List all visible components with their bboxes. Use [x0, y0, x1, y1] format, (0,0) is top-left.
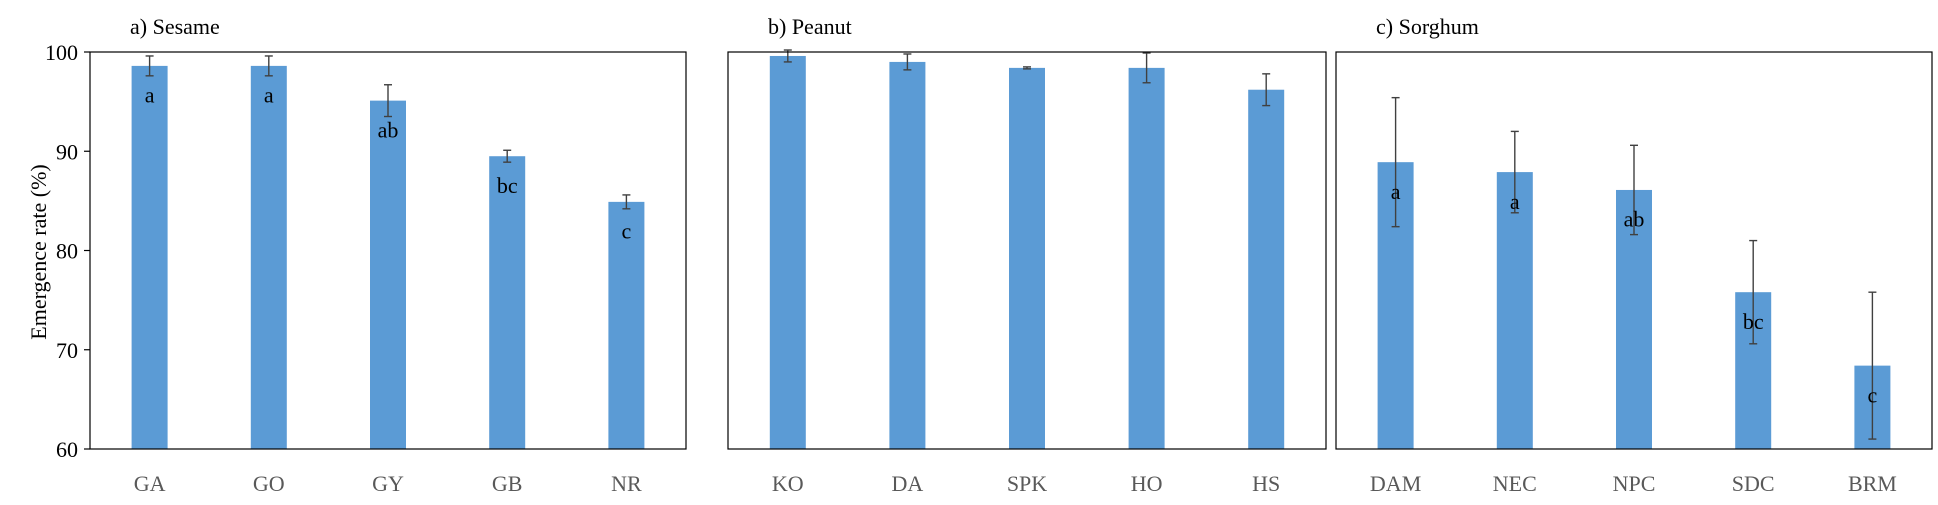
bar — [608, 201, 645, 449]
panel-title: a) Sesame — [130, 14, 220, 39]
x-tick-label: GY — [372, 471, 404, 496]
bar-label: a — [1391, 179, 1401, 204]
bar-label: a — [264, 83, 274, 108]
x-tick-label: SDC — [1732, 471, 1775, 496]
error-bar — [903, 53, 912, 71]
x-tick-label: KO — [772, 471, 804, 496]
chart-panel-2: b) Peanut KO DA SPK HO HS — [727, 14, 1327, 496]
bar — [1248, 89, 1285, 449]
x-tick-label: HO — [1131, 471, 1163, 496]
error-bar — [1630, 144, 1638, 236]
panel-title: c) Sorghum — [1376, 14, 1479, 39]
error-bar — [145, 55, 154, 77]
chart-panel-3: c) Sorghum a DAM a NEC ab NPC bc SDC c BRM — [1335, 14, 1933, 496]
chart-panel-1: a) Sesame a GA a GO ab GY bc GB c NR 60 70 80 90 100 — [45, 14, 687, 496]
y-tick-label: 100 — [45, 40, 78, 65]
x-tick-label: GB — [492, 471, 523, 496]
error-bar — [384, 84, 392, 118]
panel-title: b) Peanut — [768, 14, 852, 39]
y-tick-label: 70 — [56, 338, 78, 363]
bar-label: bc — [497, 173, 518, 198]
x-tick-label: NPC — [1613, 471, 1656, 496]
error-bar — [264, 55, 273, 77]
bar — [769, 55, 806, 449]
x-tick-label: BRM — [1848, 471, 1897, 496]
bar — [489, 156, 526, 449]
y-tick-label: 90 — [56, 139, 78, 164]
x-tick-label: NR — [611, 471, 642, 496]
x-tick-label: NEC — [1493, 471, 1537, 496]
y-axis-label: Emergence rate (%) — [26, 164, 51, 339]
bar-label: ab — [1624, 207, 1645, 232]
bar-label: a — [1510, 189, 1520, 214]
x-tick-label: DA — [892, 471, 924, 496]
x-tick-label: HS — [1252, 471, 1280, 496]
bar — [131, 65, 168, 450]
error-bar — [1510, 130, 1519, 214]
error-bar — [1749, 239, 1758, 345]
bar — [1128, 67, 1165, 449]
bar-label: c — [622, 219, 632, 244]
panel-frame — [727, 51, 1327, 450]
y-tick-label: 80 — [56, 239, 78, 264]
error-bar — [622, 194, 631, 210]
y-tick-label: 60 — [56, 437, 78, 462]
bar — [250, 65, 287, 450]
bar-label: bc — [1743, 309, 1764, 334]
error-bar — [1142, 52, 1151, 84]
bar — [370, 100, 406, 449]
bar — [1009, 67, 1045, 449]
bar-label: c — [1868, 382, 1878, 407]
bar-label: ab — [378, 117, 399, 142]
bar — [889, 61, 926, 450]
error-bar — [1262, 73, 1271, 107]
x-tick-label: GA — [134, 471, 166, 496]
error-bar — [1023, 66, 1031, 70]
x-tick-label: SPK — [1007, 471, 1047, 496]
panel-frame — [1335, 51, 1933, 450]
error-bar — [1868, 291, 1877, 440]
error-bar — [503, 149, 512, 163]
bar-label: a — [145, 83, 155, 108]
error-bar — [1391, 96, 1400, 228]
x-tick-label: DAM — [1370, 471, 1421, 496]
x-tick-label: GO — [253, 471, 285, 496]
chart-panels: a) Sesame a GA a GO ab GY bc GB c NR 60 70 80 90 100 b) … — [45, 14, 1933, 496]
bar — [1496, 172, 1533, 449]
